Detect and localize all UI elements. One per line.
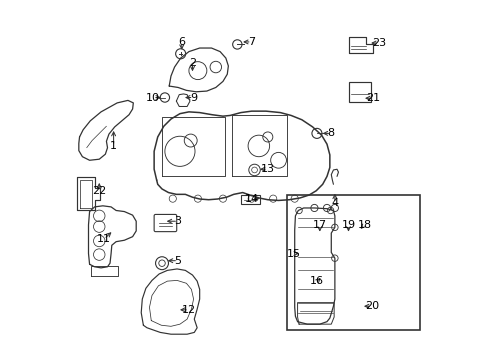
Text: 14: 14 [244, 194, 258, 204]
Text: 10: 10 [146, 93, 160, 103]
Text: 9: 9 [190, 93, 197, 103]
Text: 15: 15 [286, 248, 301, 258]
Text: 3: 3 [174, 216, 181, 226]
Text: 20: 20 [364, 301, 378, 311]
Text: 22: 22 [92, 186, 106, 197]
Bar [241, 195, 259, 204]
Bar [348, 82, 371, 102]
Text: 23: 23 [371, 38, 385, 48]
Text: 12: 12 [182, 305, 196, 315]
Text: 13: 13 [260, 164, 274, 174]
Text: 11: 11 [97, 234, 111, 244]
Text: 19: 19 [341, 220, 355, 230]
Text: 17: 17 [312, 220, 326, 230]
Text: 2: 2 [188, 58, 196, 68]
Text: 4: 4 [331, 198, 338, 208]
Text: 8: 8 [327, 129, 334, 138]
Text: 18: 18 [357, 220, 371, 230]
Text: 21: 21 [366, 93, 380, 103]
Text: 6: 6 [178, 37, 185, 47]
Text: 5: 5 [174, 256, 181, 266]
Text: 7: 7 [247, 37, 255, 47]
Text: 16: 16 [310, 276, 324, 286]
Bar [286, 195, 419, 330]
Text: 1: 1 [110, 141, 117, 151]
